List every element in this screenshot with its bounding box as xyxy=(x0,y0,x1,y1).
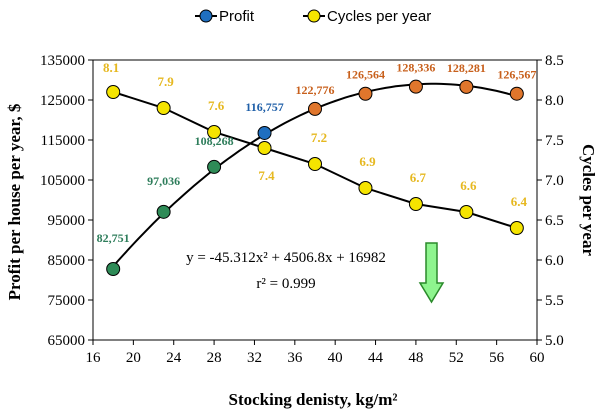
x-tick-label: 40 xyxy=(328,350,343,366)
profit-point xyxy=(358,86,373,101)
profit-point xyxy=(207,159,222,174)
profit-data-label: 128,336 xyxy=(396,61,435,75)
profit-data-label: 122,776 xyxy=(296,83,335,97)
cycles-point xyxy=(358,181,373,195)
cycles-data-label: 6.9 xyxy=(359,154,376,169)
y2-tick-label: 7.0 xyxy=(545,173,564,189)
profit-data-label: 128,281 xyxy=(447,61,486,75)
cycles-data-label: 6.4 xyxy=(511,194,528,209)
regression-equation: y = -45.312x² + 4506.8x + 16982 xyxy=(186,250,386,266)
x-tick-label: 16 xyxy=(86,350,102,366)
profit-data-label: 108,268 xyxy=(195,134,234,148)
cycles-point xyxy=(156,101,171,115)
cycles-data-label: 7.4 xyxy=(258,168,275,183)
y2-tick-label: 8.0 xyxy=(545,93,564,109)
arrow-shape xyxy=(418,242,445,304)
down-arrow-icon xyxy=(418,242,445,304)
y2-tick-label: 5.5 xyxy=(545,293,564,309)
legend-marker-icon xyxy=(199,9,213,23)
profit-data-label: 82,751 xyxy=(97,231,130,245)
cycles-data-label: 6.7 xyxy=(410,170,427,185)
cycles-point xyxy=(257,141,272,155)
x-tick-label: 20 xyxy=(126,350,141,366)
cycles-point xyxy=(106,85,121,99)
x-tick-label: 56 xyxy=(489,350,505,366)
tick-labels: 16 20 24 28 32 36 40 44 48 52 56 60 65000 75000 85000 9… xyxy=(40,53,564,366)
data-labels: 82,751 97,036 108,268 116,757 122,776 126,564… xyxy=(97,60,537,245)
y2-tick-label: 6.5 xyxy=(545,213,564,229)
legend-item-cycles: Cycles per year xyxy=(303,8,431,25)
profit-data-label: 126,564 xyxy=(346,68,385,82)
x-axis-title: Stocking denisty, kg/m² xyxy=(229,390,398,409)
y2-tick-label: 7.5 xyxy=(545,133,564,149)
series-layer xyxy=(106,79,524,276)
cycles-data-label: 6.6 xyxy=(460,178,477,193)
legend-marker-icon xyxy=(307,9,321,23)
y2-tick-label: 8.5 xyxy=(545,53,564,69)
y-tick-label: 75000 xyxy=(48,293,86,309)
x-tick-label: 32 xyxy=(247,350,262,366)
profit-point xyxy=(156,204,171,219)
r-squared: r² = 0.999 xyxy=(256,276,315,292)
x-tick-label: 24 xyxy=(166,350,182,366)
y-tick-label: 65000 xyxy=(48,333,86,349)
y2-tick-label: 6.0 xyxy=(545,253,564,269)
cycles-point xyxy=(459,205,474,219)
y-tick-label: 105000 xyxy=(40,173,85,189)
legend-label: Profit xyxy=(219,8,255,25)
x-tick-label: 48 xyxy=(408,350,423,366)
legend-label: Cycles per year xyxy=(327,8,431,25)
profit-point xyxy=(408,79,423,94)
cycles-point xyxy=(308,157,322,171)
profit-point xyxy=(257,125,272,140)
x-tick-label: 36 xyxy=(287,350,303,366)
y-axis-title: Profit per house per year, $ xyxy=(5,103,24,300)
cycles-point xyxy=(509,221,524,235)
y-tick-label: 135000 xyxy=(40,53,85,69)
cycles-data-label: 7.2 xyxy=(311,130,327,145)
x-tick-label: 28 xyxy=(207,350,222,366)
cycles-point xyxy=(207,125,222,139)
y-tick-label: 85000 xyxy=(48,253,86,269)
x-tick-label: 60 xyxy=(530,350,545,366)
profit-point xyxy=(106,261,121,276)
cycles-data-label: 8.1 xyxy=(103,60,119,75)
profit-data-label: 116,757 xyxy=(245,100,283,114)
y2-axis-title: Cycles per year xyxy=(579,144,598,256)
cycles-data-label: 7.6 xyxy=(208,98,225,113)
plot-frame xyxy=(92,59,538,341)
profit-point xyxy=(509,86,524,101)
legend: Profit Cycles per year xyxy=(195,8,431,25)
profit-data-label: 97,036 xyxy=(147,174,180,188)
y2-tick-label: 5.0 xyxy=(545,333,564,349)
x-tick-label: 52 xyxy=(449,350,464,366)
profit-point xyxy=(459,79,474,94)
y-tick-label: 125000 xyxy=(40,93,85,109)
axes xyxy=(88,59,542,345)
y-tick-label: 115000 xyxy=(41,133,85,149)
y-tick-label: 95000 xyxy=(48,213,86,229)
x-tick-label: 44 xyxy=(368,350,384,366)
profit-point xyxy=(308,101,322,116)
cycles-point xyxy=(408,197,423,211)
cycles-data-label: 7.9 xyxy=(158,74,175,89)
profit-data-label: 126,567 xyxy=(497,68,536,82)
legend-item-profit: Profit xyxy=(195,8,255,25)
